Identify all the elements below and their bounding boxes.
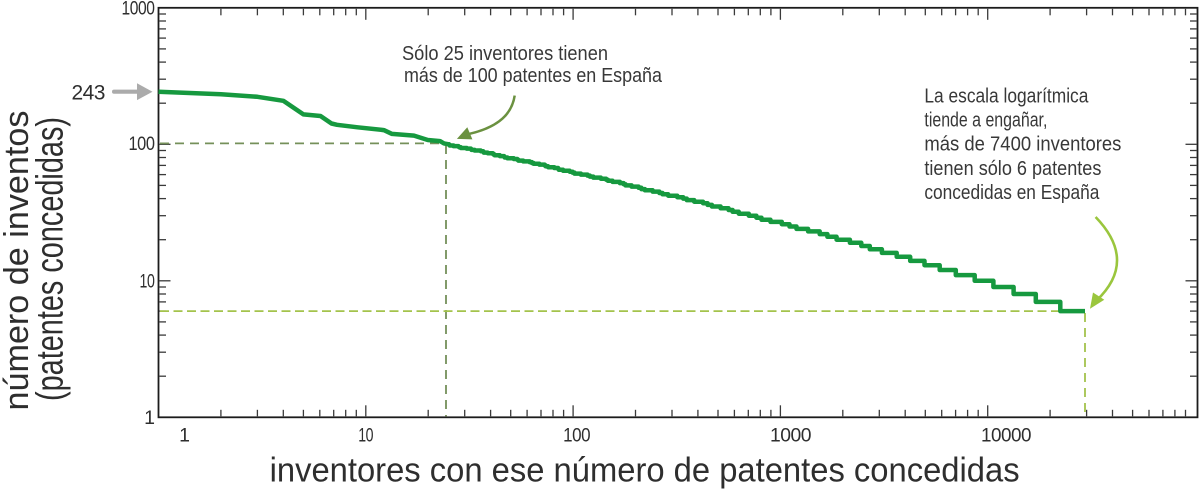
svg-text:concedidas en España: concedidas en España [924, 181, 1100, 204]
svg-text:tiende a engañar,: tiende a engañar, [924, 109, 1047, 132]
svg-text:1000: 1000 [122, 0, 156, 19]
svg-text:1000: 1000 [770, 425, 812, 447]
svg-text:10: 10 [140, 270, 155, 292]
svg-text:10000: 10000 [981, 425, 1032, 447]
svg-text:1: 1 [179, 425, 189, 447]
svg-text:inventores con ese número de p: inventores con ese número de patentes co… [270, 452, 1020, 490]
svg-text:10: 10 [358, 425, 373, 447]
svg-text:100: 100 [129, 133, 156, 155]
svg-text:tienen sólo 6 patentes: tienen sólo 6 patentes [924, 157, 1101, 180]
svg-text:número de inventos: número de inventos [0, 111, 36, 411]
svg-text:243: 243 [71, 82, 105, 105]
svg-text:1: 1 [144, 407, 154, 429]
svg-text:Sólo 25 inventores tienen: Sólo 25 inventores tienen [402, 42, 608, 65]
svg-text:más de 7400 inventores: más de 7400 inventores [924, 133, 1121, 156]
svg-text:más de 100 patentes en España: más de 100 patentes en España [404, 64, 663, 87]
svg-text:La escala logarítmica: La escala logarítmica [924, 85, 1088, 108]
svg-text:(patentes concedidas): (patentes concedidas) [30, 117, 72, 401]
svg-text:100: 100 [563, 425, 591, 447]
